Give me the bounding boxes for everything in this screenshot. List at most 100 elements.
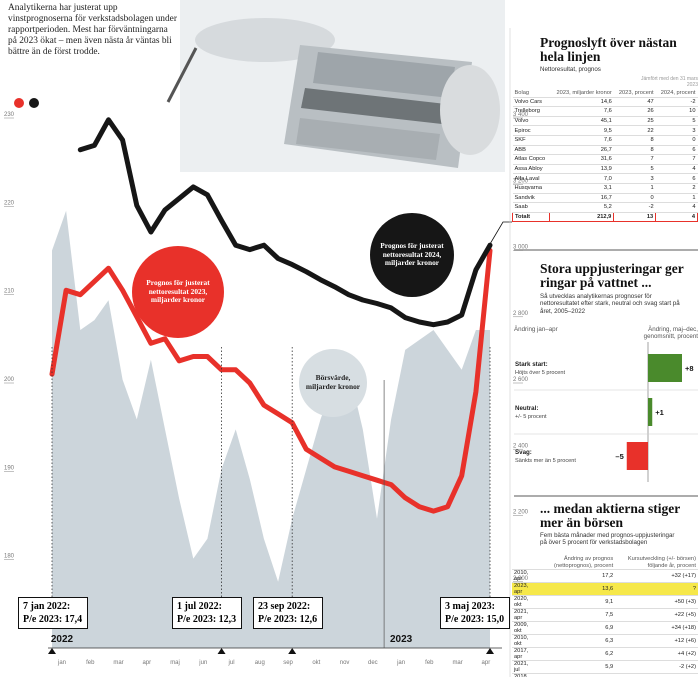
table-cell: 9,5 bbox=[549, 125, 614, 136]
table-row: SKF 7,6 8 0 bbox=[512, 135, 698, 146]
table-cell: 6 bbox=[655, 145, 698, 156]
table-cell: Husqvarna bbox=[512, 183, 550, 194]
table-cell: -2 bbox=[655, 97, 698, 108]
table-total-row: Totalt 212,9 13 4 bbox=[511, 211, 698, 223]
section-title: Stora uppjusteringar ger ringar på vattn… bbox=[540, 261, 684, 290]
line bbox=[49, 248, 493, 514]
annotation-marker bbox=[217, 648, 226, 654]
table-cell: 212,9 bbox=[549, 211, 615, 223]
table-cell: 2021, apr bbox=[512, 608, 536, 623]
table-cell: 8 bbox=[613, 145, 656, 156]
table-row: Sandvik 16,7 0 1 bbox=[512, 193, 698, 204]
bar-value-label: –5 bbox=[615, 452, 623, 461]
table-row: 2023, apr 13,6? bbox=[512, 582, 698, 597]
bar-category-note: +/- 5 procent bbox=[515, 414, 547, 420]
x-tick-label: jan bbox=[57, 660, 66, 666]
table-cell: 7 bbox=[613, 154, 656, 165]
table-row: 2010, apr 17,2 +32 (+17) bbox=[512, 569, 698, 584]
x-tick-label: apr bbox=[482, 660, 491, 666]
x-tick-label: feb bbox=[425, 660, 434, 666]
table-cell: 26 bbox=[613, 106, 656, 117]
annotation-date: 1 jul 2022: bbox=[177, 601, 222, 612]
table-cell: Volvo bbox=[512, 116, 550, 127]
bar bbox=[648, 354, 682, 382]
left-tick-label: 180 bbox=[4, 554, 15, 560]
table-cell: 7,6 bbox=[549, 106, 614, 117]
year-label: 2022 bbox=[51, 634, 74, 645]
table-cell: 1 bbox=[655, 193, 698, 204]
table-cell: 2020, okt bbox=[512, 595, 536, 610]
table-cell: 2009, okt bbox=[512, 621, 536, 636]
table-header-cell: Ändring av prognos (nettoprognos), proce… bbox=[535, 556, 616, 571]
table-cell: 0 bbox=[613, 193, 656, 204]
section-subtitle: Nettoresultat, prognos bbox=[540, 66, 601, 73]
table-cell: Alfa Laval bbox=[512, 173, 550, 184]
table-cell: ABB bbox=[512, 145, 550, 156]
calculator-display bbox=[301, 88, 446, 124]
table-row: Epiroc 9,5 22 3 bbox=[512, 125, 698, 136]
x-tick-label: feb bbox=[86, 660, 95, 666]
table-row: 2021, jul 5,9 -2 (+2) bbox=[512, 660, 698, 675]
legend-dot bbox=[29, 98, 39, 108]
bubble bbox=[370, 213, 454, 297]
table-cell: 2018, okt bbox=[512, 673, 536, 677]
table-cell: 4 bbox=[655, 211, 698, 223]
x-tick-label: apr bbox=[142, 660, 151, 666]
table-row: ABB 26,7 8 6 bbox=[512, 145, 698, 156]
section-subtitle: Fem bästa månader med prognos-uppjusteri… bbox=[540, 532, 675, 547]
annotation-marker bbox=[288, 648, 297, 654]
table-cell: 3 bbox=[655, 125, 698, 136]
table-cell: 13,9 bbox=[549, 164, 614, 175]
annotation-date: 3 maj 2023: bbox=[445, 601, 495, 612]
table-cell: 5,5 bbox=[535, 673, 616, 677]
table-cell: ? bbox=[615, 582, 698, 597]
table-cell: +50 (+3) bbox=[615, 595, 698, 610]
photo bbox=[166, 0, 505, 172]
hand bbox=[440, 65, 500, 155]
left-tick-label: 210 bbox=[4, 289, 15, 295]
bar bbox=[626, 442, 648, 470]
table-cell: -2 (+2) bbox=[615, 660, 698, 675]
bar-category-note: Sänkts mer än 5 procent bbox=[515, 458, 576, 464]
right-tick-label: 2 200 bbox=[513, 510, 529, 516]
bar-category-note: Höjts över 5 procent bbox=[515, 370, 566, 376]
table-cell: 4 bbox=[655, 164, 698, 175]
table-cell: 2 bbox=[655, 183, 698, 194]
table-cell: 10 bbox=[655, 106, 698, 117]
table-cell: 2010, okt bbox=[512, 634, 536, 649]
table-header-cell: Kursutveckling (+/- börsen) följande år,… bbox=[615, 556, 698, 571]
table-cell: -2 bbox=[613, 202, 656, 213]
table-cell: 3 bbox=[613, 173, 656, 184]
table-header-cell: 2024, procent bbox=[655, 88, 698, 98]
table-cell: 45,1 bbox=[549, 116, 614, 127]
table-cell: 22 bbox=[613, 125, 656, 136]
x-tick-label: maj bbox=[170, 660, 180, 666]
table-cell: 25 bbox=[613, 116, 656, 127]
bubble-label: Prognos för justerat nettoresultat 2024,… bbox=[380, 241, 444, 268]
x-tick-label: jan bbox=[396, 660, 405, 666]
annotation-marker bbox=[48, 648, 56, 654]
right-tick-label: 2 600 bbox=[513, 377, 529, 383]
table-cell: 5,9 bbox=[535, 660, 616, 675]
table-cell: 5,2 bbox=[549, 202, 614, 213]
x-tick-label: jun bbox=[198, 660, 207, 666]
table-cell: 13 bbox=[613, 211, 657, 223]
forecast-table: Bolag 2023, miljarder kronor 2023, procent… bbox=[511, 88, 698, 223]
section-title: Prognoslyft över nästan hela linjen bbox=[540, 35, 677, 64]
bubble bbox=[299, 349, 367, 417]
x-tick-label: sep bbox=[283, 660, 293, 666]
table-row: 2018, okt5,5+7 (+8) bbox=[512, 673, 698, 677]
column-header: Ändring, maj–dec, genomsnitt, procent bbox=[643, 326, 698, 341]
calculator-keys bbox=[296, 118, 440, 160]
x-tick-label: aug bbox=[255, 660, 265, 666]
table-cell: 1 bbox=[613, 183, 656, 194]
table-row: Volvo 45,1 25 5 bbox=[512, 116, 698, 127]
table-cell: 2021, jul bbox=[512, 660, 536, 675]
bar-value-label: +1 bbox=[655, 408, 664, 417]
table-cell: 47 bbox=[613, 97, 656, 108]
table-cell: 16,7 bbox=[549, 193, 614, 204]
table-cell: +22 (+5) bbox=[615, 608, 698, 623]
table-cell: 5 bbox=[613, 164, 656, 175]
table-cell: 7,5 bbox=[535, 608, 616, 623]
table-header-row: Ändring av prognos (nettoprognos), proce… bbox=[512, 556, 698, 571]
